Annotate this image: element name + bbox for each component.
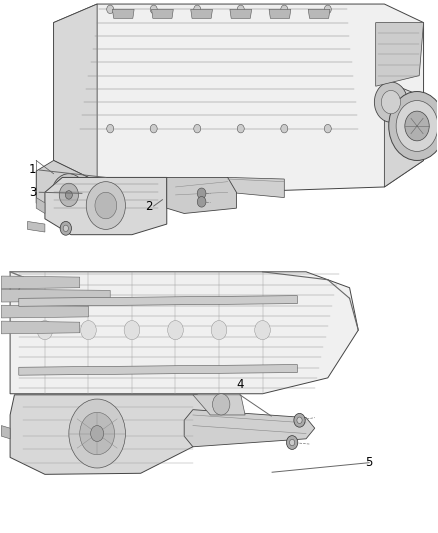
Polygon shape: [53, 4, 97, 182]
Circle shape: [81, 320, 96, 340]
Circle shape: [286, 435, 298, 449]
Polygon shape: [1, 321, 80, 334]
Circle shape: [211, 320, 227, 340]
Polygon shape: [1, 276, 80, 289]
Circle shape: [65, 191, 72, 199]
Polygon shape: [193, 395, 245, 415]
Circle shape: [281, 5, 288, 13]
Polygon shape: [152, 10, 173, 18]
Polygon shape: [184, 410, 315, 447]
Circle shape: [254, 320, 270, 340]
Circle shape: [107, 124, 114, 133]
Polygon shape: [45, 177, 167, 235]
Polygon shape: [385, 81, 424, 187]
Circle shape: [51, 174, 86, 216]
Circle shape: [237, 124, 244, 133]
Circle shape: [168, 320, 184, 340]
Polygon shape: [53, 4, 424, 192]
Circle shape: [237, 5, 244, 13]
Circle shape: [60, 221, 71, 235]
Polygon shape: [269, 10, 291, 18]
Circle shape: [69, 399, 125, 468]
Polygon shape: [230, 10, 252, 18]
Text: 2: 2: [145, 199, 152, 213]
Circle shape: [294, 414, 305, 427]
Polygon shape: [10, 395, 210, 474]
Polygon shape: [1, 305, 88, 318]
Polygon shape: [228, 177, 284, 198]
Circle shape: [396, 101, 438, 151]
Circle shape: [281, 124, 288, 133]
Circle shape: [194, 124, 201, 133]
Circle shape: [212, 394, 230, 415]
Polygon shape: [113, 10, 134, 18]
Circle shape: [405, 111, 429, 141]
Circle shape: [124, 320, 140, 340]
Circle shape: [86, 182, 125, 229]
Polygon shape: [308, 10, 330, 18]
Circle shape: [389, 92, 438, 160]
Circle shape: [374, 82, 407, 122]
Polygon shape: [1, 289, 110, 302]
Circle shape: [80, 413, 115, 455]
Polygon shape: [167, 177, 237, 214]
Circle shape: [194, 5, 201, 13]
Polygon shape: [36, 198, 45, 214]
Circle shape: [197, 188, 206, 199]
Circle shape: [91, 425, 104, 441]
Circle shape: [290, 439, 295, 446]
Polygon shape: [36, 160, 132, 229]
Polygon shape: [1, 425, 10, 439]
Polygon shape: [28, 221, 45, 232]
Circle shape: [150, 5, 157, 13]
Polygon shape: [191, 10, 212, 18]
Text: 3: 3: [29, 186, 36, 199]
Circle shape: [37, 320, 53, 340]
Circle shape: [324, 124, 331, 133]
Polygon shape: [19, 296, 297, 306]
Circle shape: [381, 91, 400, 114]
Text: 5: 5: [365, 456, 373, 469]
Circle shape: [297, 417, 302, 423]
Polygon shape: [19, 365, 297, 375]
Text: 1: 1: [29, 164, 36, 176]
Circle shape: [324, 5, 331, 13]
Circle shape: [59, 183, 78, 207]
Polygon shape: [10, 272, 358, 394]
Circle shape: [107, 5, 114, 13]
Circle shape: [63, 225, 68, 231]
Circle shape: [197, 197, 206, 207]
Circle shape: [95, 192, 117, 219]
Circle shape: [150, 124, 157, 133]
Polygon shape: [376, 22, 424, 86]
Text: 4: 4: [236, 378, 244, 391]
